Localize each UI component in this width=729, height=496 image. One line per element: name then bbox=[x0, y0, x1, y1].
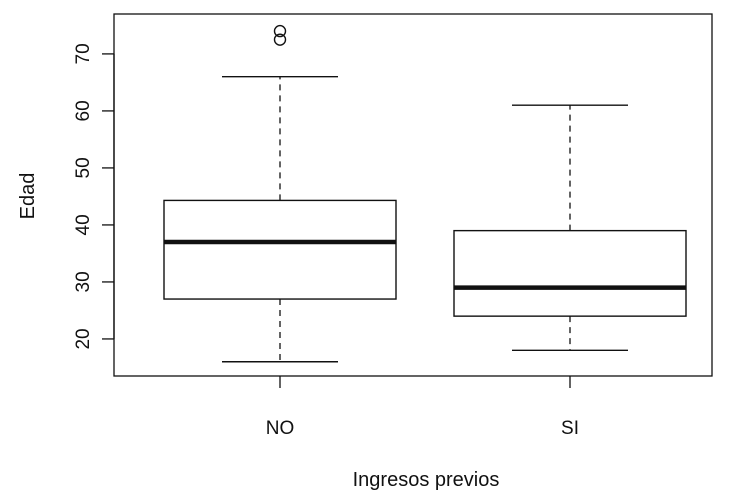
boxes-layer bbox=[163, 24, 687, 363]
x-tick-label-si: SI bbox=[561, 418, 579, 439]
y-axis: 20 30 40 50 60 70 bbox=[73, 43, 115, 350]
y-tick-label-30: 30 bbox=[73, 271, 94, 292]
x-axis-label: Ingresos previos bbox=[353, 469, 500, 491]
x-tick-label-no: NO bbox=[266, 418, 295, 439]
outlier-point-no-1 bbox=[273, 24, 287, 38]
plot-frame bbox=[113, 13, 713, 377]
box-no bbox=[163, 199, 397, 300]
outlier-point-no-0 bbox=[273, 33, 287, 46]
y-axis-label: Edad bbox=[17, 173, 39, 220]
y-tick-label-60: 60 bbox=[73, 100, 94, 121]
x-axis: NO SI bbox=[266, 376, 579, 439]
y-tick-label-70: 70 bbox=[73, 43, 94, 64]
y-tick-label-40: 40 bbox=[73, 214, 94, 235]
y-tick-label-50: 50 bbox=[73, 157, 94, 178]
box-si bbox=[453, 229, 687, 317]
y-tick-label-20: 20 bbox=[73, 328, 94, 349]
